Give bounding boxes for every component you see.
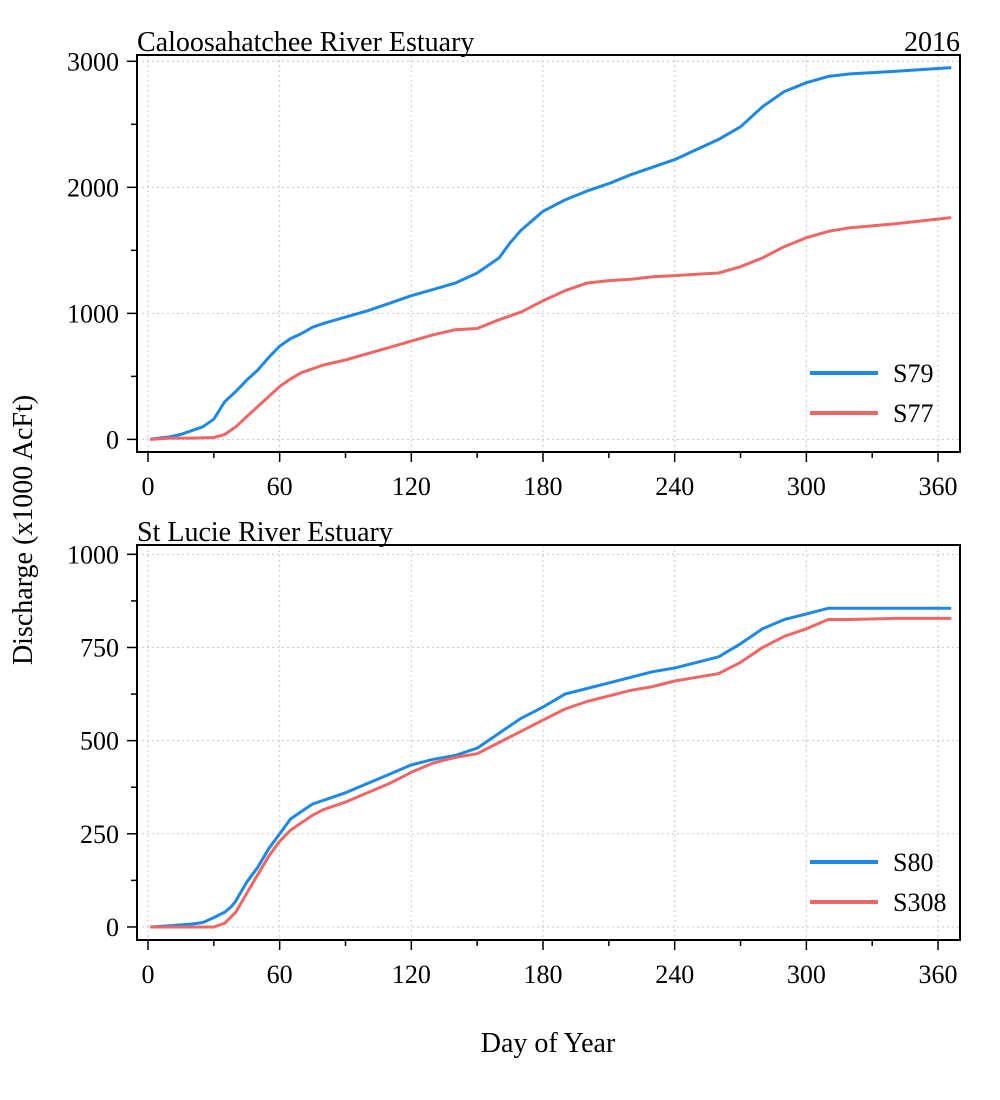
panel-2-axes: 0 60 120 180 240 300 360 0 250 500 750 1000 — [67, 540, 958, 989]
panel-2-frame — [136, 544, 961, 941]
panel-2-series — [150, 606, 952, 929]
series-line-s77 — [150, 216, 952, 441]
year-label: 2016 — [904, 27, 960, 58]
legend-label-s308: S308 — [893, 888, 946, 917]
x-tick-label: 120 — [392, 960, 431, 989]
panel-2-title: St Lucie River Estuary — [137, 517, 393, 548]
x-tick-label: 300 — [787, 960, 826, 989]
x-tick-label: 360 — [919, 472, 958, 501]
x-tick-label: 120 — [392, 472, 431, 501]
y-axis-title: Discharge (x1000 AcFt) — [8, 395, 39, 665]
panel-1-axes: 0 60 120 180 240 300 360 0 1000 2000 3000 — [67, 47, 958, 501]
panel-1-grid — [137, 55, 960, 452]
panel-2-legend: S80 S308 — [810, 848, 946, 917]
panel-1-title: Caloosahatchee River Estuary — [137, 27, 474, 58]
x-tick-label: 60 — [267, 472, 293, 501]
panel-2-grid — [137, 545, 960, 940]
legend-label-s77: S77 — [893, 399, 933, 428]
x-tick-label: 180 — [524, 472, 563, 501]
legend-label-s79: S79 — [893, 359, 933, 388]
x-tick-label: 300 — [787, 472, 826, 501]
x-tick-label: 0 — [141, 472, 154, 501]
x-tick-label: 0 — [141, 960, 154, 989]
legend-label-s80: S80 — [893, 848, 933, 877]
panel-st-lucie: 0 60 120 180 240 300 360 0 250 500 750 1000 St Luci… — [67, 517, 961, 989]
y-tick-label: 2000 — [67, 173, 119, 202]
y-tick-label: 3000 — [67, 47, 119, 76]
y-tick-label: 1000 — [67, 299, 119, 328]
x-tick-label: 240 — [655, 960, 694, 989]
series-line-s308 — [150, 616, 952, 929]
y-tick-label: 750 — [80, 633, 119, 662]
y-tick-label: 250 — [80, 820, 119, 849]
series-line-s79 — [149, 66, 952, 441]
y-tick-label: 500 — [80, 727, 119, 756]
x-axis-title: Day of Year — [481, 1028, 616, 1059]
x-tick-label: 360 — [919, 960, 958, 989]
y-tick-label: 1000 — [67, 540, 119, 569]
panel-caloosahatchee: 0 60 120 180 240 300 360 0 1000 2000 3000 Caloosah… — [67, 27, 961, 501]
panel-1-series — [149, 66, 952, 441]
series-line-s80 — [150, 606, 952, 929]
x-tick-label: 180 — [524, 960, 563, 989]
y-tick-label: 0 — [106, 913, 119, 942]
y-tick-label: 0 — [106, 425, 119, 454]
x-tick-label: 60 — [267, 960, 293, 989]
x-tick-label: 240 — [655, 472, 694, 501]
panel-1-frame — [136, 54, 961, 453]
